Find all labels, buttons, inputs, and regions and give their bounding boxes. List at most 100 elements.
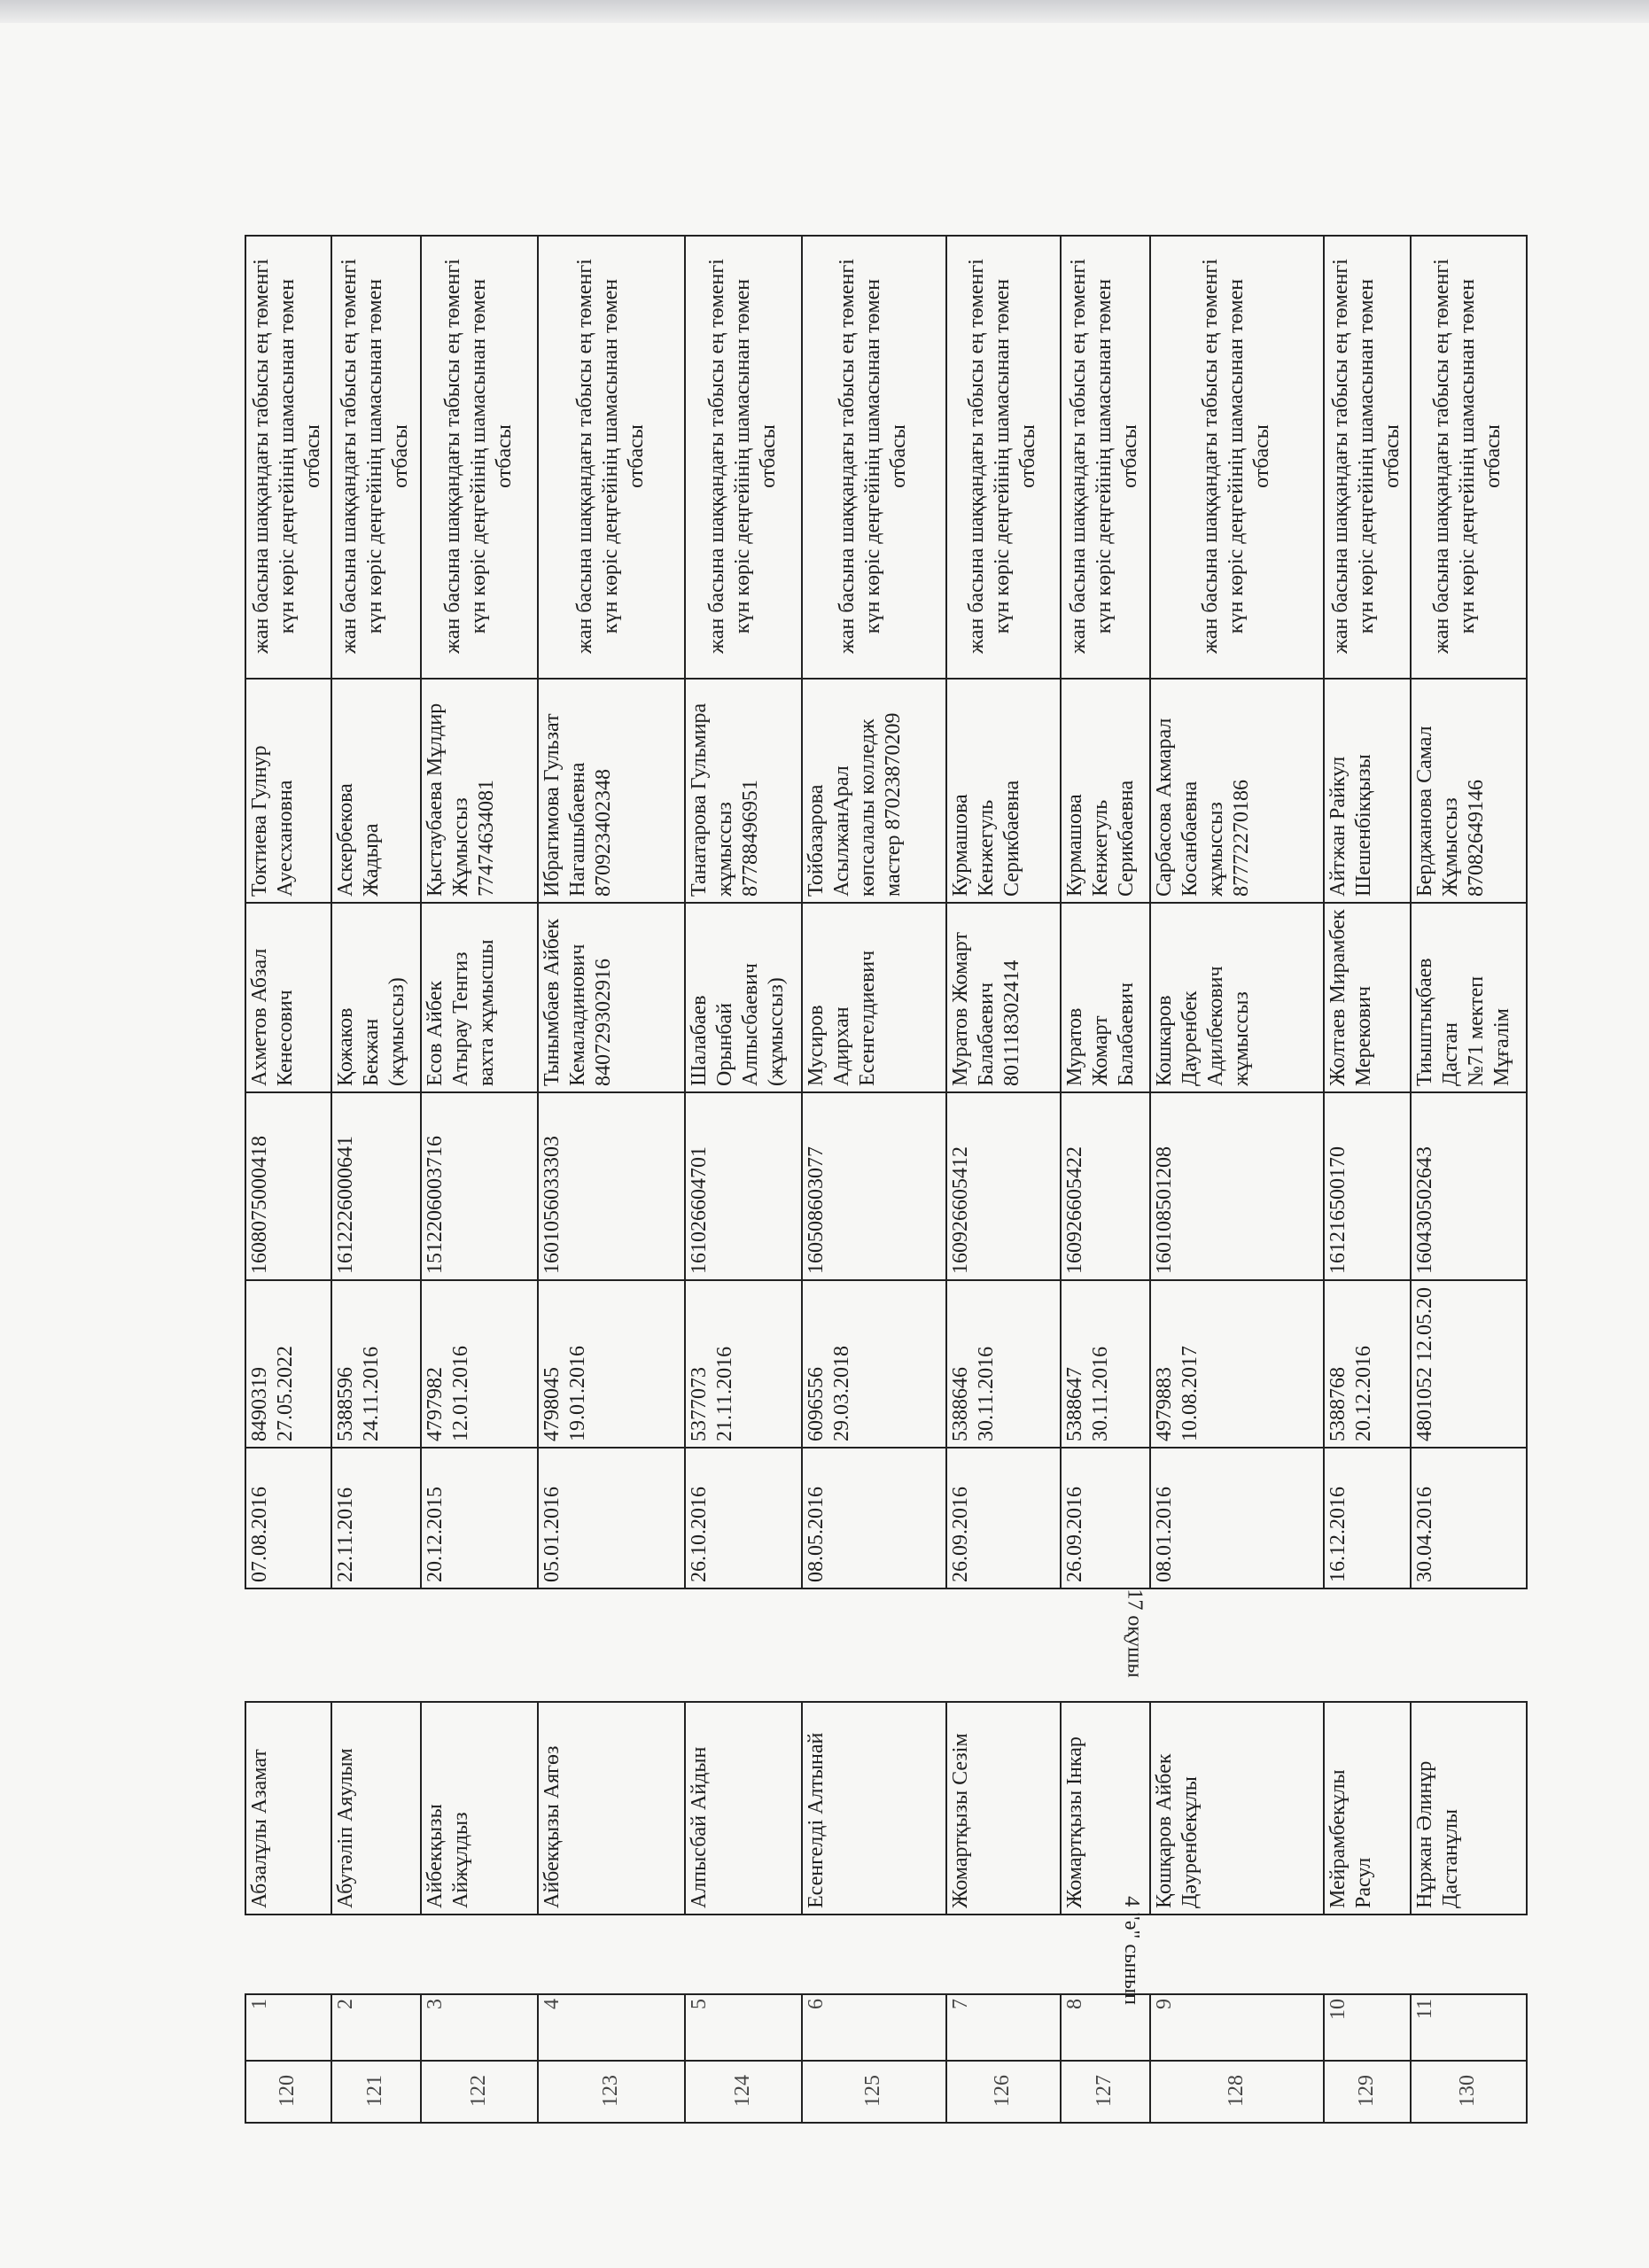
description-text: жан басына шаққандағы табысы ең төменгі … bbox=[250, 259, 324, 654]
iin-text: 160926605412 bbox=[949, 1146, 972, 1274]
iin-text: 1612226000641 bbox=[334, 1136, 357, 1274]
certificate-text: 8490319 27.05.2022 bbox=[248, 1346, 297, 1441]
iin-text: 161216500170 bbox=[1326, 1146, 1350, 1274]
name-text: Есенгелді Алтынай bbox=[805, 1732, 828, 1908]
certificate-text: 5388596 24.11.2016 bbox=[334, 1346, 383, 1441]
iin-text: 160926605422 bbox=[1063, 1146, 1086, 1274]
mother-text: Курмашова Кенжегуль Серикбаевна bbox=[949, 780, 1023, 897]
father-text: Шалабаев Орынбай Алпысбаевич (жұмыссыз) bbox=[688, 963, 788, 1086]
father-text: Муратов Жомарт Балабаевич 801118302414 bbox=[949, 932, 1023, 1086]
index-text: 125 bbox=[861, 2075, 884, 2107]
index-text: 126 bbox=[991, 2075, 1014, 2107]
iin-text: 160508603077 bbox=[805, 1146, 828, 1274]
iin-text: 160430502643 bbox=[1413, 1146, 1436, 1274]
birth-date-text: 08.01.2016 bbox=[1153, 1487, 1176, 1582]
certificate-text: 5388768 20.12.2016 bbox=[1326, 1346, 1375, 1441]
birth-date-text: 20.12.2015 bbox=[424, 1487, 447, 1582]
index-text: 122 bbox=[466, 2075, 490, 2107]
num-text: 5 bbox=[688, 1999, 711, 2009]
description-text: жан басына шаққандағы табысы ең төменгі … bbox=[572, 259, 648, 654]
index-text: 127 bbox=[1093, 2075, 1116, 2107]
index-text: 123 bbox=[598, 2075, 622, 2107]
name-text: Мейрамбекұлы Расул bbox=[1326, 1769, 1375, 1908]
class-label: 4 "ә" сынып bbox=[1119, 1896, 1143, 2005]
index-text: 124 bbox=[730, 2075, 754, 2107]
num-text: 10 bbox=[1326, 1999, 1350, 2020]
description-text: жан басына шаққандағы табысы ең төменгі … bbox=[1198, 259, 1273, 654]
certificate-text: 5388647 30.11.2016 bbox=[1063, 1346, 1112, 1441]
table-cell-index bbox=[1410, 2060, 1528, 2124]
certificate-text: 6096556 29.03.2018 bbox=[805, 1346, 853, 1441]
mother-text: Қыстаубаева Мұлдир Жұмыссыз 77474634081 bbox=[424, 703, 498, 897]
name-text: Айбекқызы Айжұлдыз bbox=[424, 1804, 472, 1908]
mother-text: Тойбазарова АсылжанАрал көпсалалы коллед… bbox=[805, 712, 905, 897]
description-text: жан басына шаққандағы табысы ең төменгі … bbox=[1328, 259, 1404, 654]
father-text: Жолтаев Мирамбек Мерекович bbox=[1326, 909, 1375, 1086]
description-text: жан басына шаққандағы табысы ең төменгі … bbox=[965, 259, 1039, 654]
description-text: жан басына шаққандағы табысы ең төменгі … bbox=[440, 259, 516, 654]
iin-text: 161026604701 bbox=[688, 1146, 711, 1274]
birth-date-text: 26.10.2016 bbox=[688, 1487, 711, 1582]
name-text: Абзалұлы Азамат bbox=[248, 1749, 271, 1908]
num-text: 1 bbox=[248, 1999, 271, 2009]
mother-text: Айтжан Райкул Шешенбікқызы bbox=[1326, 754, 1375, 897]
birth-date-text: 07.08.2016 bbox=[248, 1487, 271, 1582]
birth-date-text: 26.09.2016 bbox=[949, 1487, 972, 1582]
description-text: жан басына шаққандағы табысы ең төменгі … bbox=[1067, 259, 1141, 654]
mother-text: Аскербекова Жадыра bbox=[334, 783, 383, 897]
mother-text: Токтиева Гулнур Ауесхановна bbox=[248, 745, 297, 897]
description-text: жан басына шаққандағы табысы ең төменгі … bbox=[1430, 259, 1505, 654]
name-text: Нұржан Әлинұр Дастанұлы bbox=[1413, 1760, 1462, 1908]
name-text: Жомартқызы Сезім bbox=[949, 1733, 972, 1908]
name-text: Қошқаров Айбек Дәуренбекұлы bbox=[1153, 1753, 1202, 1908]
father-text: Кошкаров Дауренбек Адилбекович жұмыссыз bbox=[1153, 966, 1253, 1086]
iin-text: 1601056033303 bbox=[541, 1136, 564, 1274]
mother-text: Берджанова Самал Жұмыссыз 87082649146 bbox=[1413, 726, 1488, 897]
num-text: 11 bbox=[1413, 1999, 1436, 2020]
index-text: 130 bbox=[1456, 2075, 1479, 2107]
num-text: 7 bbox=[949, 1999, 972, 2009]
name-text: Абутәліп Аяулым bbox=[334, 1748, 357, 1908]
iin-text: 1608075000418 bbox=[248, 1136, 271, 1274]
iin-text: 160108501208 bbox=[1153, 1146, 1176, 1274]
birth-date-text: 30.04.2016 bbox=[1413, 1487, 1436, 1582]
certificate-text: 5388646 30.11.2016 bbox=[949, 1346, 998, 1441]
name-text: Жомартқызы Інкар bbox=[1063, 1736, 1086, 1908]
table-cell-name bbox=[1410, 1701, 1528, 1915]
birth-date-text: 16.12.2016 bbox=[1326, 1487, 1350, 1582]
father-text: Есов Айбек Атырау Тенгиз вахта жұмысшы bbox=[424, 939, 498, 1086]
num-text: 9 bbox=[1153, 1999, 1176, 2009]
father-text: Қожаков Бекжан (жұмыссыз) bbox=[334, 977, 408, 1086]
mother-text: Курмашова Кенжегуль Серикбаевна bbox=[1063, 780, 1138, 897]
birth-date-text: 22.11.2016 bbox=[334, 1487, 357, 1582]
student-count-label: 17 оқушы bbox=[1123, 1588, 1147, 1678]
certificate-text: 5377073 21.11.2016 bbox=[688, 1346, 736, 1441]
name-text: Айбекқызы Аягөз bbox=[541, 1745, 564, 1908]
num-text: 4 bbox=[541, 1999, 564, 2009]
table-cell-birth-date bbox=[1410, 1447, 1528, 1589]
birth-date-text: 05.01.2016 bbox=[541, 1487, 564, 1582]
certificate-text: 4798045 19.01.2016 bbox=[541, 1346, 589, 1441]
certificate-text: 4801052 12.05.20 bbox=[1413, 1287, 1436, 1441]
certificate-text: 4979883 10.08.2017 bbox=[1153, 1346, 1202, 1441]
index-text: 121 bbox=[363, 2075, 386, 2107]
iin-text: 1512206003716 bbox=[424, 1136, 447, 1274]
mother-text: Ибрагимова Гульзат Нагашыбаевна 87092340… bbox=[541, 713, 615, 897]
num-text: 3 bbox=[424, 1999, 447, 2009]
scan-edge bbox=[0, 0, 1649, 23]
father-text: Тиыштықбаев Дастан №71 мектеп Мұғалім bbox=[1413, 958, 1513, 1086]
father-text: Муратов Жомарт Балабаевич bbox=[1063, 982, 1138, 1086]
num-text: 2 bbox=[334, 1999, 357, 2009]
mother-text: Танатарова Гульмира жұмыссыз 87788496951 bbox=[688, 703, 762, 897]
description-text: жан басына шаққандағы табысы ең төменгі … bbox=[338, 259, 412, 654]
father-text: Тынымбаев Айбек Кемаладинович 8407293029… bbox=[541, 919, 615, 1086]
index-text: 129 bbox=[1354, 2075, 1378, 2107]
description-text: жан басына шаққандағы табысы ең төменгі … bbox=[704, 259, 780, 654]
index-text: 128 bbox=[1224, 2075, 1248, 2107]
birth-date-text: 26.09.2016 bbox=[1063, 1487, 1086, 1582]
description-text: жан басына шаққандағы табысы ең төменгі … bbox=[836, 259, 910, 654]
father-text: Мусиров Адирхан Есенгелдиевич bbox=[805, 950, 879, 1086]
mother-text: Сарбасова Акмарал Косанбаевна жұмыссыз 8… bbox=[1153, 718, 1253, 897]
index-text: 120 bbox=[276, 2075, 299, 2107]
father-text: Ахметов Абзал Кенесович bbox=[248, 948, 297, 1086]
